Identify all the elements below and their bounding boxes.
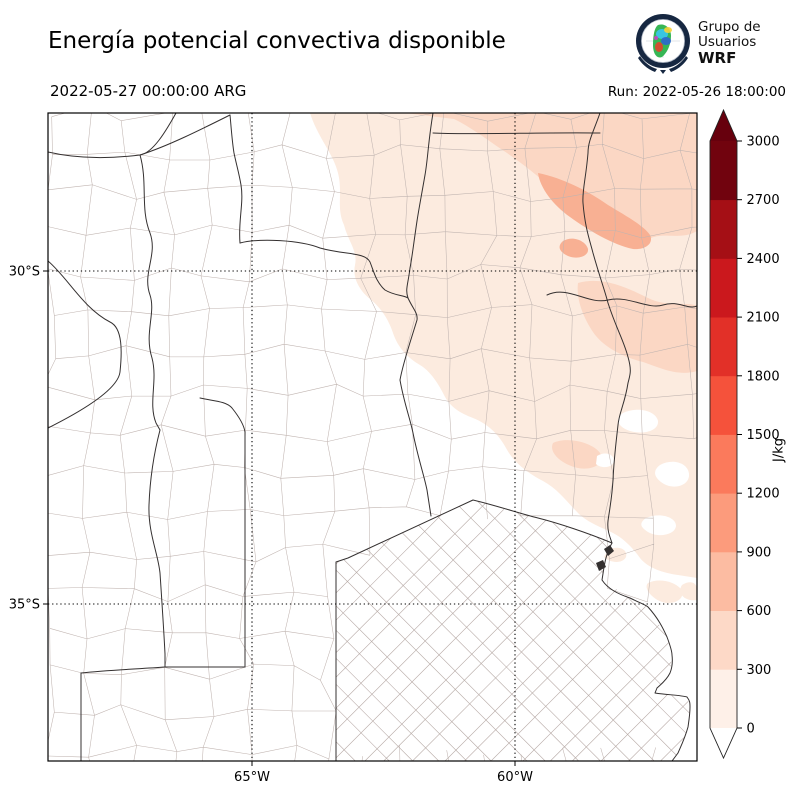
wrf-logo-text: Grupo de Usuarios WRF	[698, 20, 761, 67]
y-axis-tick-label: 35°S	[9, 598, 40, 613]
x-axis-tick-label: 65°W	[234, 770, 270, 785]
colorbar: 0 300 600 900 1200 1500 1800 2100 2400 2700 3000 J/…	[709, 108, 787, 760]
map-overlay: 65°W 60°W 30°S 35°S	[9, 112, 698, 785]
figure-title: Energía potencial convectiva disponible	[48, 28, 506, 54]
buenos-aires-partidos	[336, 500, 690, 761]
province-boundaries	[48, 113, 697, 761]
logo-line-1: Grupo de	[698, 19, 761, 35]
model-run-label: Run: 2022-05-26 18:00:00	[607, 84, 786, 100]
colorbar-over-arrow	[710, 110, 737, 141]
wrf-logo-emblem	[636, 14, 690, 74]
cape-map-plot: 65°W 60°W 30°S 35°S 0 300 600 900 1200 1500 1800 21…	[9, 108, 787, 785]
colorbar-tick-label: 600	[747, 604, 772, 619]
colorbar-tick-label: 300	[747, 663, 772, 678]
wrf-users-group-logo: Grupo de Usuarios WRF	[634, 12, 761, 74]
colorbar-under-arrow	[710, 728, 737, 758]
colorbar-tick-label: 2700	[747, 193, 780, 208]
colorbar-tick-label: 1200	[747, 487, 780, 502]
colorbar-tick-label: 0	[747, 722, 755, 737]
colorbar-tick-label: 1800	[747, 369, 780, 384]
lat-lon-gridlines	[48, 113, 697, 761]
map-area	[48, 113, 697, 761]
valid-time-label: 2022-05-27 00:00:00 ARG	[50, 82, 247, 100]
colorbar-tick-label: 3000	[747, 135, 780, 150]
colorbar-tick-label: 2400	[747, 252, 780, 267]
logo-line-wrf: WRF	[698, 49, 737, 67]
colorbar-unit-label: J/kg	[772, 438, 787, 463]
colorbar-tick-label: 900	[747, 545, 772, 560]
x-axis-tick-label: 60°W	[497, 770, 533, 785]
colorbar-tick-label: 2100	[747, 311, 780, 326]
rio-de-la-plata-water	[648, 607, 697, 761]
logo-line-2: Usuarios	[698, 34, 757, 50]
cape-shading	[310, 113, 697, 603]
colorbar-tick-label: 1500	[747, 428, 780, 443]
y-axis-tick-label: 30°S	[9, 265, 40, 280]
map-frame	[47, 112, 698, 762]
